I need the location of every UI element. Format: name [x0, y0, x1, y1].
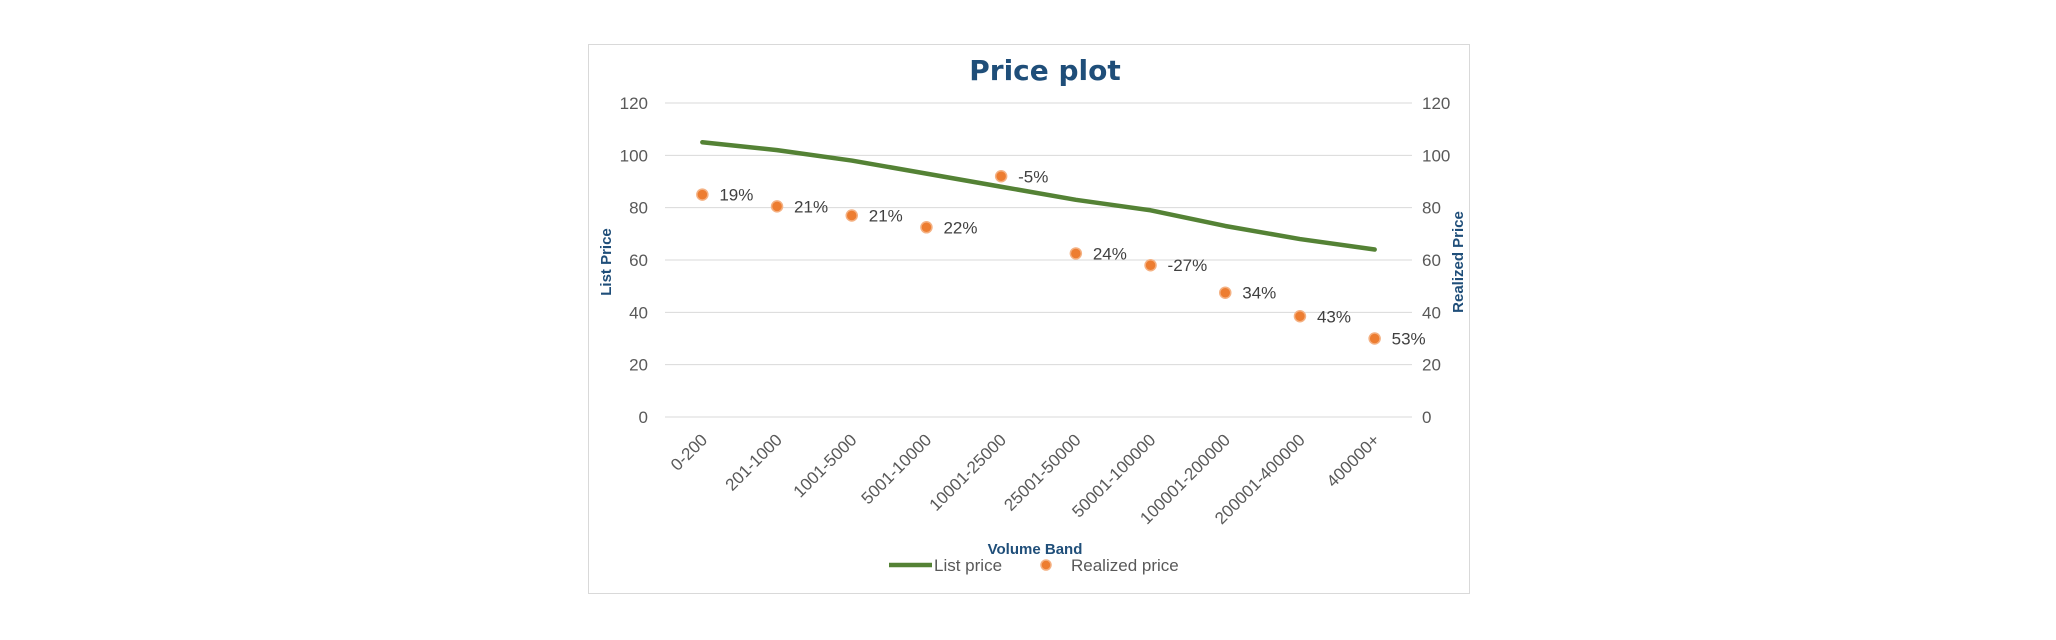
realized-price-data-label: 34%: [1242, 284, 1276, 303]
x-tick-label: 5001-10000: [858, 430, 936, 508]
left-tick-label: 120: [620, 94, 648, 113]
realized-price-data-label: 43%: [1317, 307, 1351, 326]
right-tick-label: 60: [1422, 251, 1441, 270]
right-tick-label: 120: [1422, 94, 1450, 113]
realized-price-point: [1069, 247, 1083, 260]
legend-realized-price-label: Realized price: [1071, 556, 1179, 575]
left-axis-title: List Price: [598, 228, 615, 296]
left-tick-label: 20: [629, 356, 648, 375]
right-tick-label: 20: [1422, 356, 1441, 375]
realized-price-data-label: 53%: [1392, 330, 1426, 349]
chart-title: Price plot: [969, 54, 1121, 87]
left-tick-label: 40: [629, 303, 648, 322]
realized-price-point: [845, 209, 858, 222]
legend-realized-price-swatch: [1040, 559, 1052, 571]
realized-price-point: [994, 170, 1008, 183]
right-axis-title: Realized Price: [1450, 211, 1467, 313]
realized-price-data-label: 22%: [943, 218, 977, 237]
x-tick-label: 25001-50000: [1000, 430, 1084, 514]
gridlines: [665, 102, 1412, 418]
left-tick-label: 80: [629, 199, 648, 218]
x-tick-label: 1001-5000: [790, 430, 861, 501]
right-tick-label: 0: [1422, 408, 1431, 427]
realized-price-point: [1219, 286, 1232, 299]
left-tick-label: 0: [639, 408, 648, 427]
x-tick-label: 10001-25000: [926, 430, 1010, 514]
right-tick-label: 100: [1422, 146, 1450, 165]
left-tick-label: 60: [629, 251, 648, 270]
left-axis-ticks: 0 20 40 60 80 100 120: [620, 94, 648, 427]
x-tick-label: 0-200: [667, 430, 711, 474]
legend: List price Realized price: [889, 556, 1179, 575]
realized-price-data-label: 21%: [794, 197, 828, 216]
x-axis-ticks: 0-200 201-1000 1001-50005001-1000010001-25…: [667, 430, 1384, 528]
realized-price-data-label: 24%: [1093, 244, 1127, 263]
left-tick-label: 100: [620, 146, 648, 165]
x-tick-label: 400000+: [1323, 430, 1384, 491]
right-axis-ticks: 0 20 40 60 80 100 120: [1422, 94, 1450, 427]
realized-price-data-label: 19%: [719, 186, 753, 205]
realized-price-point: [696, 188, 709, 201]
realized-price-data-label: -5%: [1018, 167, 1048, 186]
realized-price-point: [1368, 332, 1381, 345]
realized-price-series: [696, 170, 1381, 345]
realized-price-point: [1144, 258, 1157, 272]
realized-price-data-labels: 19% 21% 21% 22% -5% 24% -27% 34% 43% 53%: [719, 167, 1425, 348]
realized-price-point: [1293, 310, 1307, 323]
right-tick-label: 80: [1422, 199, 1441, 218]
x-tick-label: 201-1000: [722, 430, 786, 494]
realized-price-point: [920, 221, 933, 234]
realized-price-data-label: 21%: [869, 207, 903, 226]
realized-price-point: [770, 200, 784, 213]
right-tick-label: 40: [1422, 303, 1441, 322]
legend-list-price-label: List price: [934, 556, 1002, 575]
realized-price-data-label: -27%: [1168, 256, 1208, 275]
list-price-line: [700, 140, 1377, 252]
x-axis-title: Volume Band: [988, 541, 1083, 558]
list-price-series: [700, 140, 1377, 252]
chart-frame: [588, 44, 1470, 594]
